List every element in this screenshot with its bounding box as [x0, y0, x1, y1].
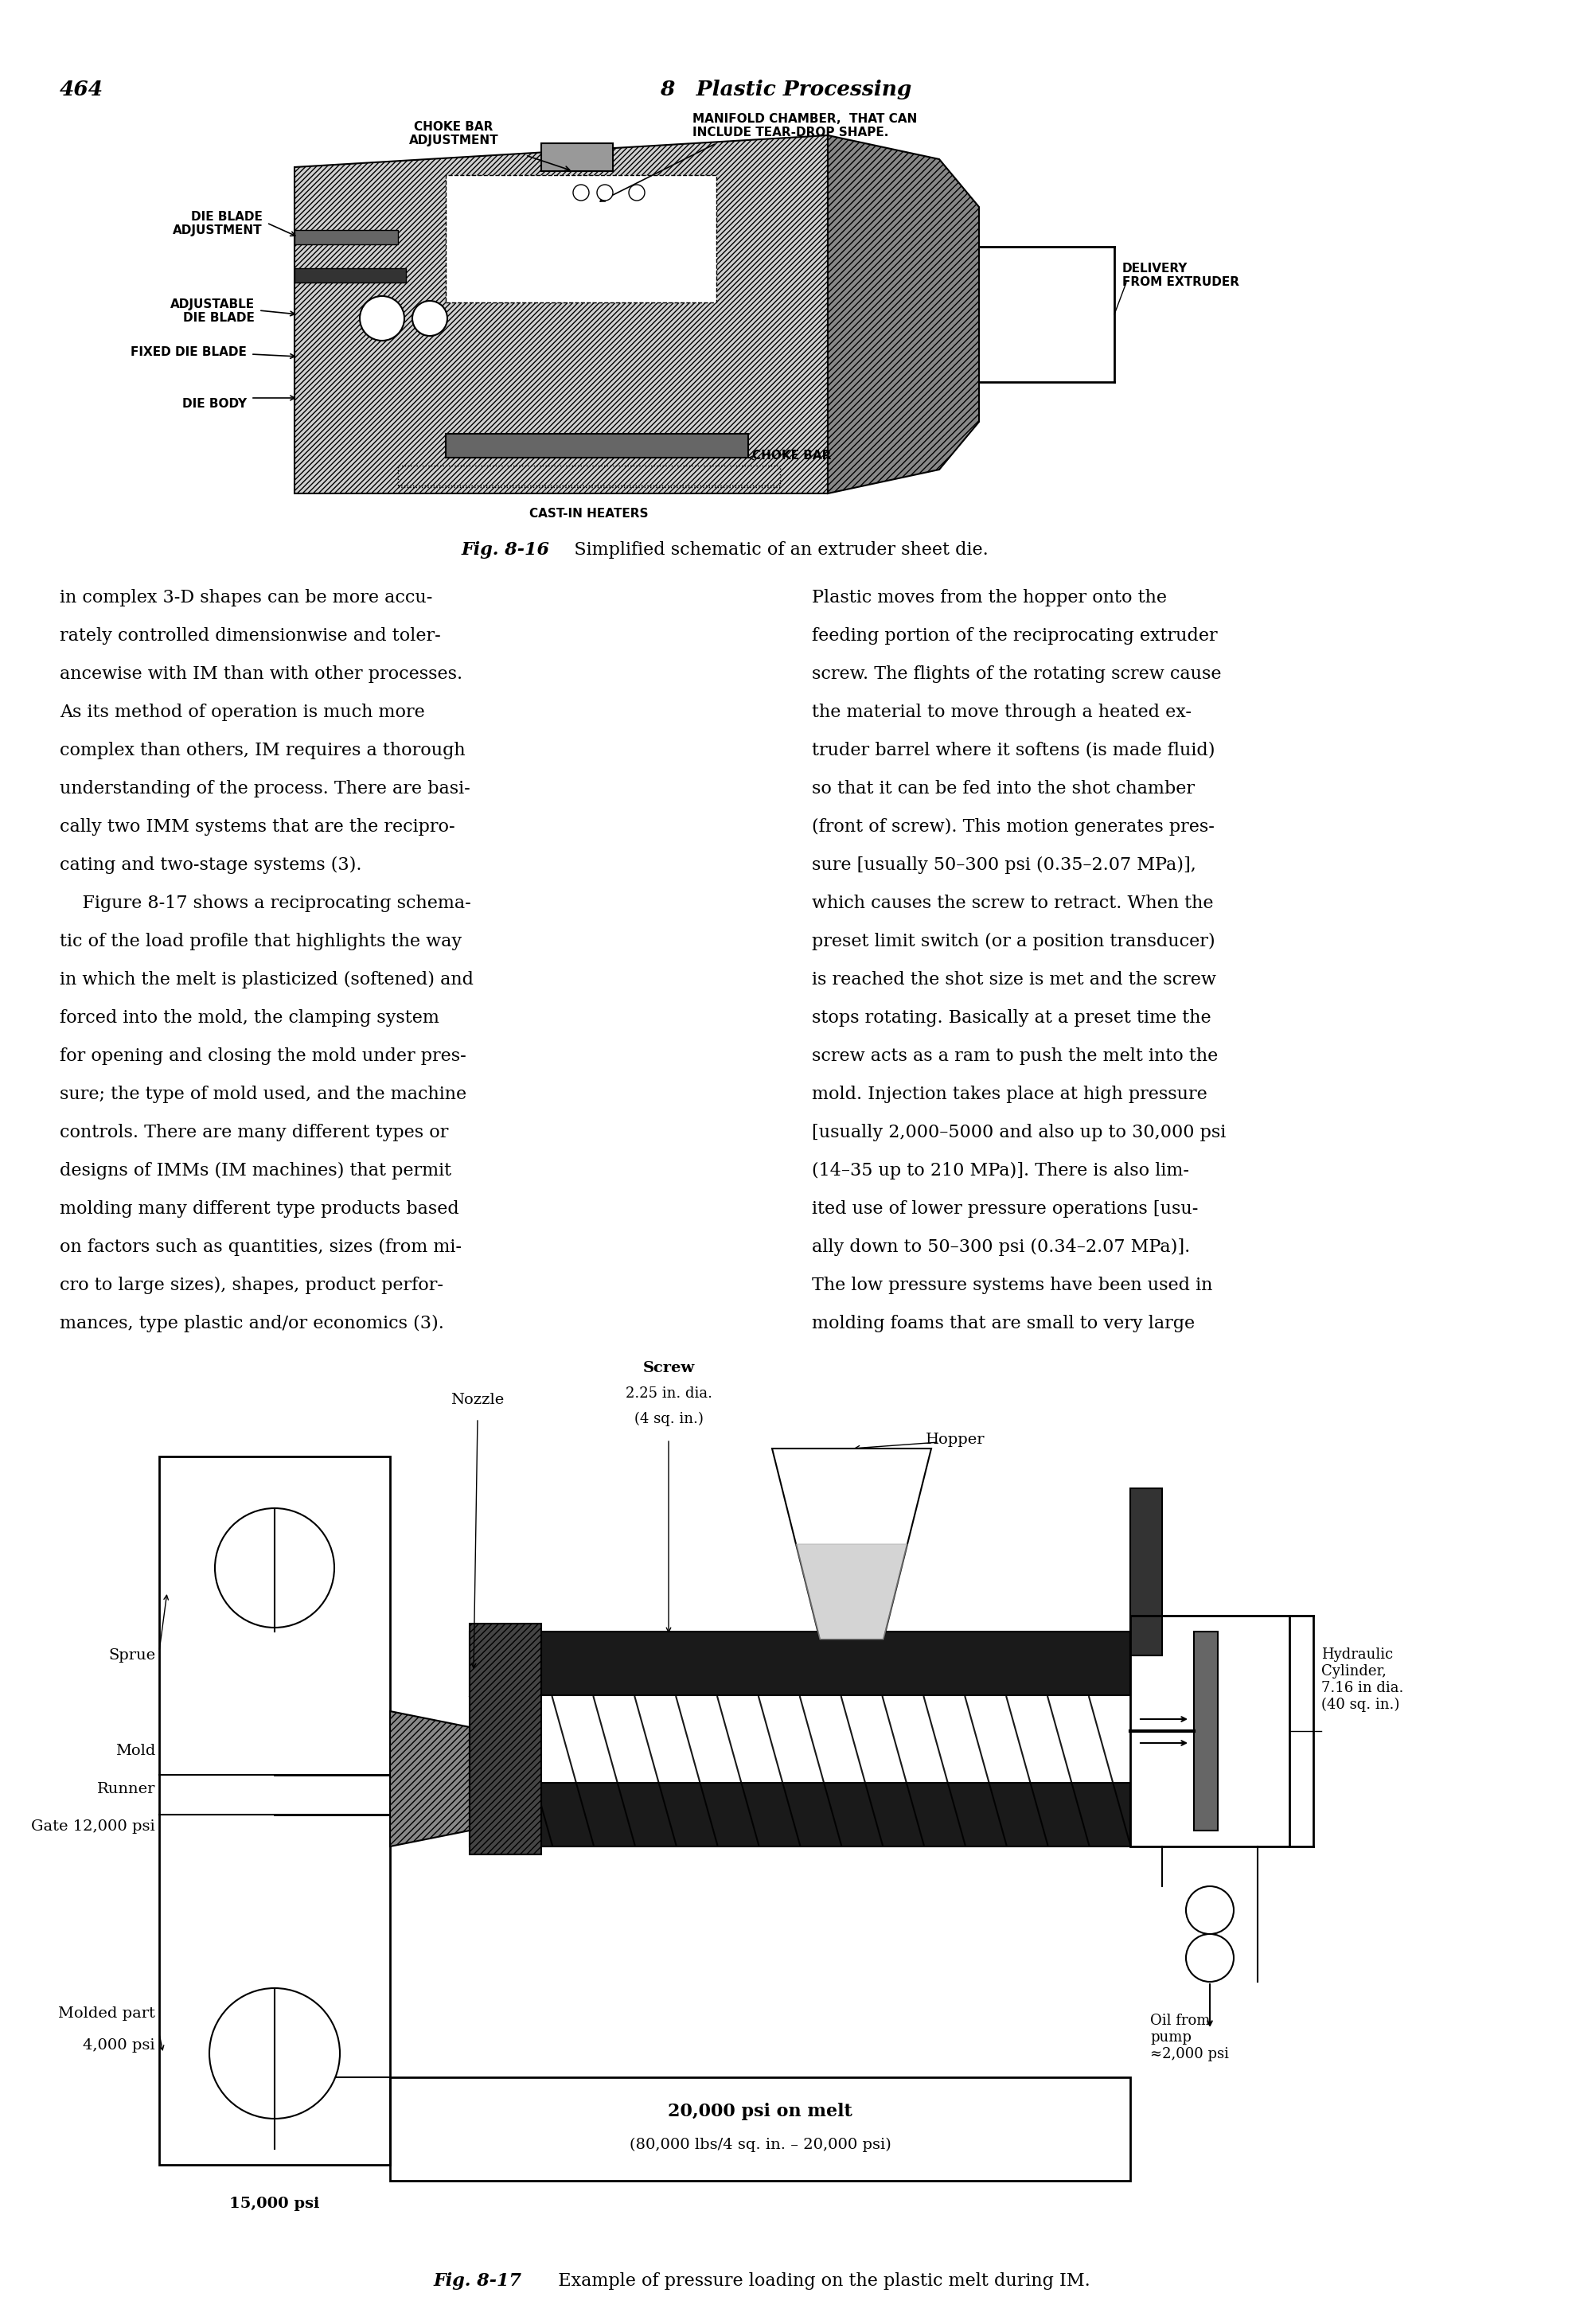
- Bar: [159, 1457, 390, 2166]
- Text: is reached the shot size is met and the screw: is reached the shot size is met and the …: [811, 971, 1217, 988]
- Text: screw. The flights of the rotating screw cause: screw. The flights of the rotating screw…: [811, 665, 1221, 683]
- Text: 20,000 psi on melt: 20,000 psi on melt: [668, 2103, 852, 2119]
- Text: (4 sq. in.): (4 sq. in.): [634, 1413, 703, 1427]
- Bar: [294, 267, 406, 284]
- Text: ited use of lower pressure operations [usu-: ited use of lower pressure operations [u…: [811, 1199, 1198, 1218]
- Text: 15,000 psi: 15,000 psi: [230, 2196, 319, 2210]
- Bar: [1130, 1487, 1162, 1655]
- Text: Plastic moves from the hopper onto the: Plastic moves from the hopper onto the: [811, 588, 1166, 607]
- Text: DELIVERY
FROM EXTRUDER: DELIVERY FROM EXTRUDER: [1122, 263, 1239, 288]
- Text: complex than others, IM requires a thorough: complex than others, IM requires a thoro…: [60, 741, 465, 760]
- Text: screw acts as a ram to push the melt into the: screw acts as a ram to push the melt int…: [811, 1048, 1218, 1064]
- Polygon shape: [294, 135, 828, 493]
- Circle shape: [574, 184, 590, 200]
- Text: which causes the screw to retract. When the: which causes the screw to retract. When …: [811, 895, 1214, 911]
- Polygon shape: [390, 1710, 470, 1848]
- Text: on factors such as quantities, sizes (from mi-: on factors such as quantities, sizes (fr…: [60, 1239, 462, 1255]
- Text: [usually 2,000–5000 and also up to 30,000 psi: [usually 2,000–5000 and also up to 30,00…: [811, 1125, 1226, 1141]
- Text: molding many different type products based: molding many different type products bas…: [60, 1199, 459, 1218]
- Text: DIE BODY: DIE BODY: [182, 397, 247, 409]
- Bar: [541, 144, 613, 172]
- Text: sure [usually 50–300 psi (0.35–2.07 MPa)],: sure [usually 50–300 psi (0.35–2.07 MPa)…: [811, 855, 1196, 874]
- Text: feeding portion of the reciprocating extruder: feeding portion of the reciprocating ext…: [811, 627, 1217, 644]
- Text: cro to large sizes), shapes, product perfor-: cro to large sizes), shapes, product per…: [60, 1276, 443, 1294]
- Circle shape: [360, 295, 404, 342]
- Text: Mold: Mold: [115, 1743, 156, 1759]
- Text: preset limit switch (or a position transducer): preset limit switch (or a position trans…: [811, 932, 1215, 951]
- Text: understanding of the process. There are basi-: understanding of the process. There are …: [60, 781, 470, 797]
- Text: (14–35 up to 210 MPa)]. There is also lim-: (14–35 up to 210 MPa)]. There is also li…: [811, 1162, 1188, 1181]
- Text: stops rotating. Basically at a preset time the: stops rotating. Basically at a preset ti…: [811, 1009, 1210, 1027]
- Text: MANIFOLD CHAMBER,  THAT CAN
INCLUDE TEAR-DROP SHAPE.: MANIFOLD CHAMBER, THAT CAN INCLUDE TEAR-…: [693, 114, 916, 139]
- Polygon shape: [795, 1543, 907, 1638]
- Text: ADJUSTABLE
DIE BLADE: ADJUSTABLE DIE BLADE: [170, 297, 255, 325]
- Bar: [470, 1631, 1130, 1694]
- Circle shape: [215, 1508, 335, 1627]
- Text: Runner: Runner: [97, 1783, 156, 1796]
- Text: designs of IMMs (IM machines) that permit: designs of IMMs (IM machines) that permi…: [60, 1162, 451, 1181]
- Bar: [470, 1624, 541, 1855]
- Text: Hydraulic
Cylinder,
7.16 in dia.
(40 sq. in.): Hydraulic Cylinder, 7.16 in dia. (40 sq.…: [1322, 1648, 1404, 1713]
- Text: Fig. 8-16: Fig. 8-16: [462, 541, 550, 558]
- Text: so that it can be fed into the shot chamber: so that it can be fed into the shot cham…: [811, 781, 1195, 797]
- Text: Gate 12,000 psi: Gate 12,000 psi: [31, 1820, 156, 1834]
- Text: ally down to 50–300 psi (0.34–2.07 MPa)].: ally down to 50–300 psi (0.34–2.07 MPa)]…: [811, 1239, 1190, 1255]
- Text: controls. There are many different types or: controls. There are many different types…: [60, 1125, 448, 1141]
- Polygon shape: [772, 1448, 931, 1638]
- Text: Figure 8-17 shows a reciprocating schema-: Figure 8-17 shows a reciprocating schema…: [60, 895, 472, 911]
- Circle shape: [597, 184, 613, 200]
- Text: ancewise with IM than with other processes.: ancewise with IM than with other process…: [60, 665, 462, 683]
- Text: 8   Plastic Processing: 8 Plastic Processing: [660, 79, 912, 100]
- Text: mances, type plastic and/or economics (3).: mances, type plastic and/or economics (3…: [60, 1315, 443, 1332]
- Bar: [1130, 1615, 1289, 1848]
- Polygon shape: [828, 135, 979, 493]
- Text: DIE BLADE
ADJUSTMENT: DIE BLADE ADJUSTMENT: [173, 211, 263, 237]
- Text: (80,000 lbs/4 sq. in. – 20,000 psi): (80,000 lbs/4 sq. in. – 20,000 psi): [629, 2138, 891, 2152]
- Bar: [446, 174, 717, 302]
- Text: cating and two-stage systems (3).: cating and two-stage systems (3).: [60, 855, 362, 874]
- Text: CHOKE BAR: CHOKE BAR: [751, 449, 832, 462]
- Bar: [446, 435, 748, 458]
- Text: Screw: Screw: [643, 1362, 695, 1376]
- Text: cally two IMM systems that are the recipro-: cally two IMM systems that are the recip…: [60, 818, 454, 837]
- Text: 4,000 psi: 4,000 psi: [83, 2038, 156, 2052]
- Circle shape: [209, 1987, 340, 2119]
- Text: truder barrel where it softens (is made fluid): truder barrel where it softens (is made …: [811, 741, 1215, 760]
- Text: the material to move through a heated ex-: the material to move through a heated ex…: [811, 704, 1192, 720]
- Text: CHOKE BAR
ADJUSTMENT: CHOKE BAR ADJUSTMENT: [409, 121, 498, 146]
- Text: sure; the type of mold used, and the machine: sure; the type of mold used, and the mac…: [60, 1085, 467, 1104]
- Text: Example of pressure loading on the plastic melt during IM.: Example of pressure loading on the plast…: [541, 2273, 1091, 2289]
- Text: Molded part: Molded part: [58, 2006, 156, 2022]
- Text: Fig. 8-17: Fig. 8-17: [434, 2273, 522, 2289]
- Bar: [398, 465, 780, 486]
- Text: Sprue: Sprue: [108, 1648, 156, 1662]
- Text: molding foams that are small to very large: molding foams that are small to very lar…: [811, 1315, 1195, 1332]
- Bar: [390, 2078, 1130, 2180]
- Text: As its method of operation is much more: As its method of operation is much more: [60, 704, 424, 720]
- Bar: [470, 1783, 1130, 1848]
- Text: Nozzle: Nozzle: [451, 1392, 505, 1406]
- Text: tic of the load profile that highlights the way: tic of the load profile that highlights …: [60, 932, 462, 951]
- Bar: [1193, 1631, 1218, 1831]
- Bar: [294, 230, 398, 244]
- Text: CAST-IN HEATERS: CAST-IN HEATERS: [530, 507, 649, 521]
- Text: Simplified schematic of an extruder sheet die.: Simplified schematic of an extruder shee…: [556, 541, 989, 558]
- Text: 2.25 in. dia.: 2.25 in. dia.: [626, 1387, 712, 1401]
- Text: 464: 464: [60, 79, 104, 100]
- Text: rately controlled dimensionwise and toler-: rately controlled dimensionwise and tole…: [60, 627, 440, 644]
- Text: Hopper: Hopper: [926, 1432, 984, 1448]
- Text: FIXED DIE BLADE: FIXED DIE BLADE: [130, 346, 247, 358]
- Text: (front of screw). This motion generates pres-: (front of screw). This motion generates …: [811, 818, 1215, 837]
- Text: forced into the mold, the clamping system: forced into the mold, the clamping syste…: [60, 1009, 439, 1027]
- Text: mold. Injection takes place at high pressure: mold. Injection takes place at high pres…: [811, 1085, 1207, 1104]
- Text: for opening and closing the mold under pres-: for opening and closing the mold under p…: [60, 1048, 467, 1064]
- Text: in which the melt is plasticized (softened) and: in which the melt is plasticized (soften…: [60, 971, 473, 988]
- Circle shape: [629, 184, 645, 200]
- Text: The low pressure systems have been used in: The low pressure systems have been used …: [811, 1276, 1212, 1294]
- Circle shape: [412, 300, 448, 337]
- Text: in complex 3-D shapes can be more accu-: in complex 3-D shapes can be more accu-: [60, 588, 432, 607]
- Text: Oil from
pump
≈2,000 psi: Oil from pump ≈2,000 psi: [1151, 2013, 1229, 2061]
